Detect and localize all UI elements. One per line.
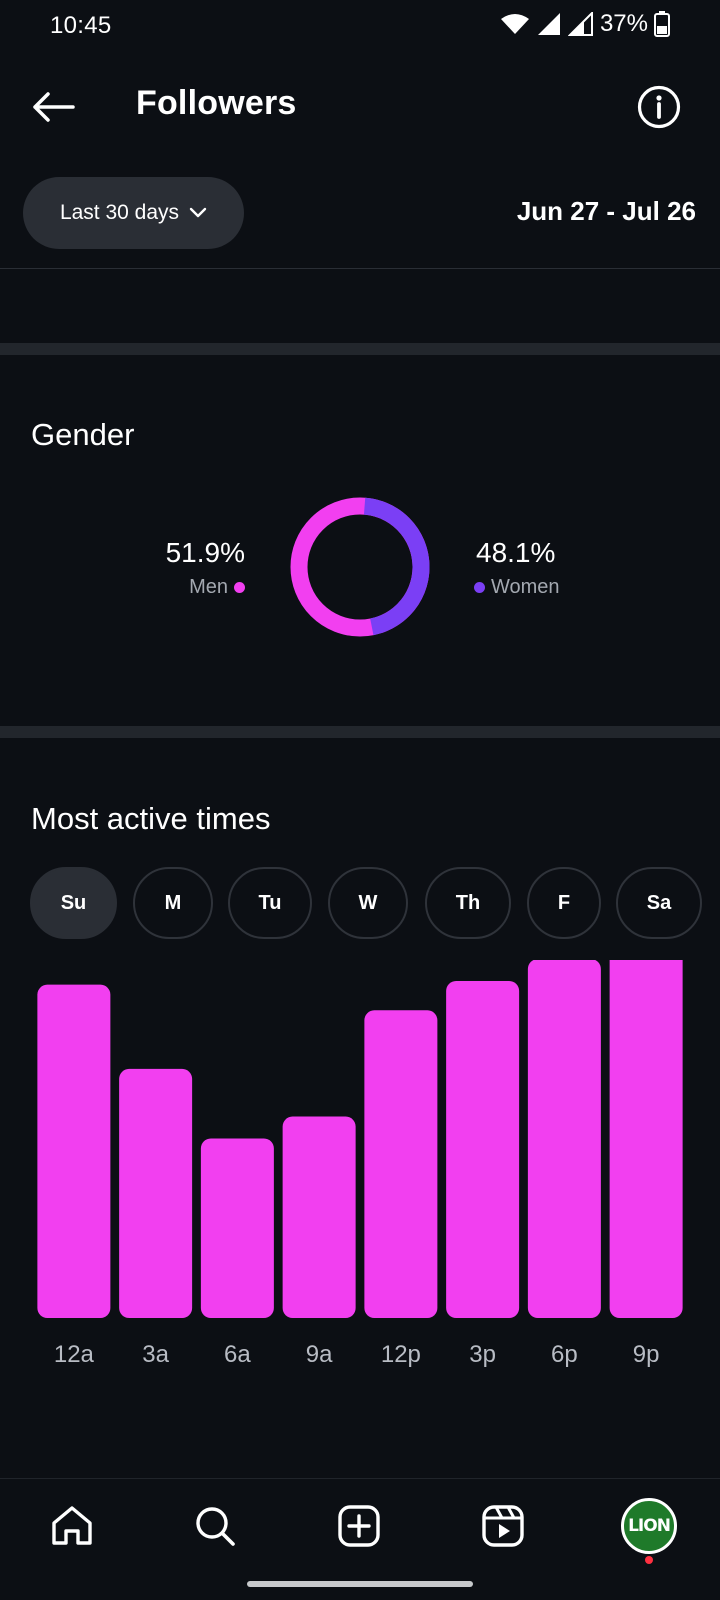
wifi-icon <box>500 14 529 34</box>
day-selector: Su M Tu W Th F Sa <box>30 867 704 939</box>
divider <box>0 268 720 269</box>
women-percent: 48.1% <box>476 537 556 568</box>
battery-percent: 37% <box>599 10 648 37</box>
home-indicator[interactable] <box>247 1581 473 1587</box>
nav-create[interactable] <box>331 1498 387 1554</box>
date-range-dropdown[interactable]: Last 30 days <box>23 177 244 249</box>
x-tick-label: 6p <box>551 1341 578 1368</box>
bar-9a <box>282 1116 356 1318</box>
day-tab-label: Th <box>455 891 481 914</box>
donut-segment-women <box>363 497 430 636</box>
day-tab-label: Sa <box>646 891 672 914</box>
nav-home[interactable] <box>44 1498 100 1554</box>
bar-9p <box>609 960 683 1318</box>
signal-icon <box>567 12 593 36</box>
day-tab-label: F <box>557 891 571 914</box>
search-icon <box>196 1507 235 1546</box>
nav-search[interactable] <box>187 1498 243 1554</box>
x-tick-label: 12a <box>54 1341 95 1368</box>
back-arrow-icon <box>33 92 75 122</box>
avatar-logo-text: LION <box>628 1516 671 1536</box>
day-tab-label: W <box>358 891 378 914</box>
battery-icon <box>654 11 670 37</box>
status-time: 10:45 <box>50 12 112 39</box>
active-times-bar-chart: 12a 3a 6a 9a 12p 3p 6p 9p <box>37 960 683 1368</box>
day-tab-label: M <box>164 891 182 914</box>
info-icon <box>637 85 681 129</box>
home-icon <box>52 1506 92 1545</box>
bar-12a <box>37 984 111 1318</box>
women-dot <box>474 582 485 593</box>
men-percent: 51.9% <box>165 537 245 568</box>
day-tab-sa[interactable]: Sa <box>616 867 702 939</box>
day-tab-label: Su <box>60 891 87 914</box>
signal-icon <box>537 13 560 35</box>
x-tick-label: 3p <box>469 1341 496 1368</box>
bar-3a <box>119 1068 193 1318</box>
x-tick-label: 6a <box>224 1341 251 1368</box>
x-tick-label: 9a <box>306 1341 333 1368</box>
x-tick-label: 9p <box>633 1341 660 1368</box>
day-tab-w[interactable]: W <box>328 867 408 939</box>
men-label: Men <box>189 576 228 598</box>
bar-6p <box>527 960 601 1318</box>
bottom-nav-divider <box>0 1478 720 1479</box>
nav-reels[interactable] <box>475 1498 531 1554</box>
create-icon <box>338 1505 380 1547</box>
day-tab-th[interactable]: Th <box>425 867 511 939</box>
status-icons: 37% <box>500 10 670 38</box>
gender-donut-chart <box>290 497 430 637</box>
day-tab-label: Tu <box>258 891 282 914</box>
chevron-down-icon <box>189 207 207 218</box>
women-label: Women <box>491 576 560 598</box>
day-tab-su[interactable]: Su <box>30 867 117 939</box>
men-legend: Men <box>150 576 245 599</box>
bar-6a <box>200 1138 274 1318</box>
women-legend: Women <box>474 576 560 599</box>
date-range-dropdown-label: Last 30 days <box>59 201 180 224</box>
section-separator <box>0 343 720 355</box>
notification-dot <box>645 1556 653 1564</box>
x-tick-label: 12p <box>381 1341 421 1368</box>
bar-3p <box>446 980 520 1318</box>
day-tab-f[interactable]: F <box>527 867 601 939</box>
info-button[interactable] <box>634 82 684 132</box>
x-tick-label: 3a <box>142 1341 169 1368</box>
date-range-text: Jun 27 - Jul 26 <box>516 196 696 226</box>
reels-icon <box>482 1505 524 1547</box>
section-separator <box>0 726 720 738</box>
back-button[interactable] <box>28 82 78 132</box>
bar-12p <box>364 1010 438 1318</box>
page-title: Followers <box>136 84 297 122</box>
profile-avatar[interactable]: LION <box>621 1498 677 1554</box>
day-tab-tu[interactable]: Tu <box>228 867 312 939</box>
most-active-times-title: Most active times <box>31 801 271 836</box>
gender-title: Gender <box>31 417 135 452</box>
men-dot <box>234 582 245 593</box>
day-tab-m[interactable]: M <box>133 867 213 939</box>
